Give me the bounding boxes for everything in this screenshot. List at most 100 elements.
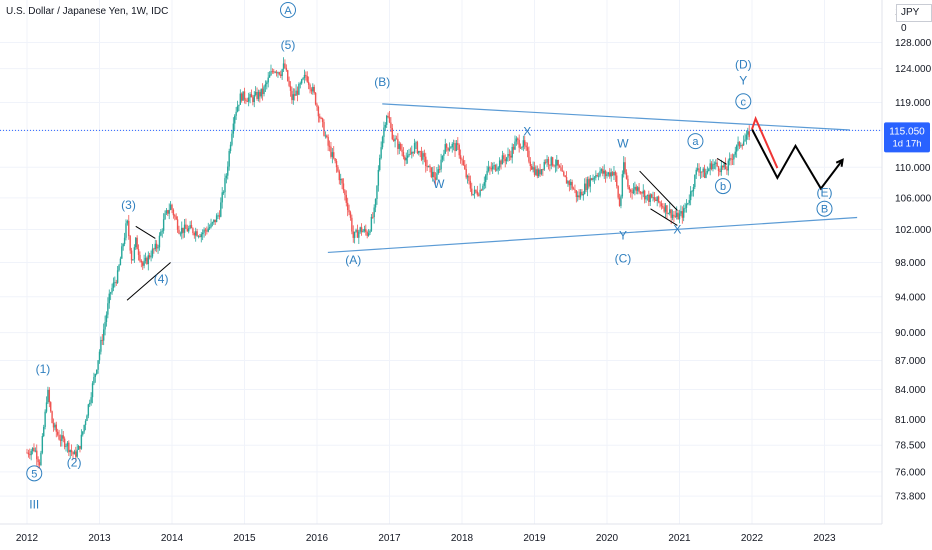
candle-body (298, 84, 300, 95)
price-tag-bg (884, 122, 930, 153)
candle-body (96, 369, 98, 375)
candle-body (411, 151, 413, 155)
candle-body (603, 170, 605, 174)
candle-body (353, 231, 356, 238)
candle-body (331, 152, 334, 157)
candle-body (264, 84, 267, 87)
candle-body (519, 147, 522, 149)
candle-body (102, 329, 105, 341)
candle-body (406, 155, 409, 158)
candle-body (638, 187, 640, 192)
candle-body (172, 209, 175, 216)
candle-body (360, 227, 363, 233)
candle-body (316, 104, 318, 107)
candle-body (639, 191, 642, 193)
candle-body (91, 383, 94, 398)
candle-body (98, 351, 101, 361)
candle-body (94, 374, 97, 377)
candle-body (165, 210, 168, 214)
candle-body (116, 270, 119, 283)
candle-body (307, 81, 310, 85)
candle-body (664, 205, 667, 212)
wave-label: (5) (281, 38, 296, 52)
candle-body (277, 72, 279, 74)
candle-body (655, 199, 657, 201)
candle-body (536, 169, 538, 177)
candle-body (719, 170, 721, 173)
forecast-arrowhead (835, 158, 844, 167)
candle-body (517, 138, 519, 140)
candle-body (150, 256, 152, 258)
candle-body (281, 69, 283, 76)
candle-body (231, 133, 233, 145)
candle-body (275, 71, 278, 74)
candle-body (309, 84, 311, 90)
price-tick-label: 90.000 (895, 328, 926, 339)
candle-body (427, 165, 430, 168)
candle-body (358, 231, 360, 238)
candle-body (207, 228, 209, 232)
candle-body (636, 187, 639, 191)
candle-body (222, 192, 225, 193)
wave-label: W (617, 136, 629, 150)
candle-body (90, 397, 92, 403)
candle-body (522, 140, 525, 148)
candle-body (263, 86, 265, 95)
wave-label: B (821, 204, 828, 216)
candle-body (440, 159, 442, 170)
wave-label: (D) (735, 58, 752, 72)
candle-body (604, 170, 607, 177)
candle-body (340, 178, 342, 181)
candle-body (372, 216, 374, 218)
time-axis[interactable]: 2012 2013 2014 2015 2016 2017 2018 2019 2020 2021… (16, 533, 836, 544)
candle-body (401, 149, 403, 153)
candle-body (261, 88, 264, 95)
candle-body (125, 223, 127, 238)
candle-body (579, 191, 582, 198)
currency-box[interactable]: JPY 0 (896, 4, 932, 34)
candle-body (478, 194, 480, 196)
price-tick-label: 81.000 (895, 415, 926, 426)
candle-body (508, 154, 511, 156)
candle-body (197, 236, 200, 237)
candle-body (529, 161, 532, 167)
candle-body (164, 213, 166, 220)
candle-body (227, 166, 229, 176)
time-tick-label: 2019 (523, 533, 546, 544)
candle-body (104, 322, 106, 330)
candle-body (176, 219, 179, 230)
price-tick-label: 98.000 (895, 258, 926, 269)
candle-body (317, 106, 320, 117)
candle-body (500, 160, 502, 165)
candle-body (543, 161, 545, 170)
wave-label: (E) (817, 185, 833, 199)
candle-body (220, 202, 222, 217)
candle-body (738, 141, 741, 147)
candle-body (129, 236, 131, 251)
candle-body (558, 165, 561, 168)
candle-body (423, 153, 426, 157)
candle-body (415, 142, 417, 144)
wave-label: W (433, 177, 445, 191)
candle-body (296, 90, 299, 95)
candle-body (441, 155, 444, 160)
price-axis[interactable]: 128.000124.000119.000115.000110.000106.0… (895, 7, 932, 503)
candle-body (437, 169, 439, 174)
pattern-line (716, 157, 727, 165)
candle-body (487, 167, 490, 171)
candle-body (448, 148, 451, 151)
candle-body (632, 189, 635, 194)
candle-body (235, 111, 237, 116)
candle-body (351, 217, 353, 232)
candle-body (168, 209, 170, 214)
trendline-lower (327, 216, 858, 254)
candle-body (666, 205, 668, 214)
candle-body (628, 186, 631, 190)
wave-label-circle (816, 200, 833, 217)
candle-body (560, 167, 562, 171)
candle-body (171, 204, 173, 210)
time-tick-label: 2012 (16, 533, 39, 544)
candle-body (646, 194, 649, 196)
candle-body (582, 194, 584, 196)
